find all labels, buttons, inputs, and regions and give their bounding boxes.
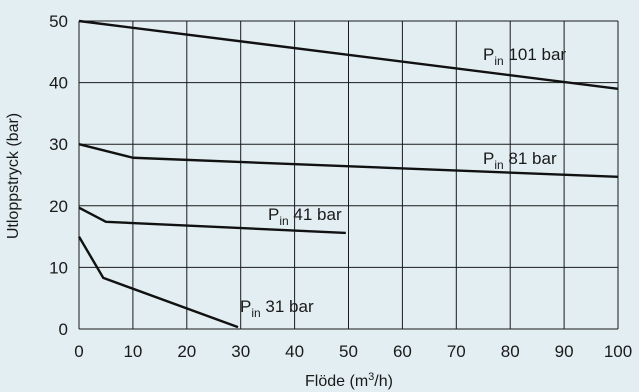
x-tick-label: 50 (339, 342, 358, 361)
x-tick-label: 100 (604, 342, 632, 361)
series-label-1: Pin 81 bar (483, 149, 557, 172)
y-tick-label: 0 (59, 320, 68, 339)
series-line-2 (78, 206, 346, 235)
series-line-3 (77, 235, 239, 329)
x-tick-label: 40 (285, 342, 304, 361)
series-lines (77, 19, 619, 329)
x-tick-label: 20 (177, 342, 196, 361)
x-tick-label: 70 (447, 342, 466, 361)
y-tick-label: 30 (49, 135, 68, 154)
series-line-0 (78, 19, 619, 90)
x-tick-label: 90 (555, 342, 574, 361)
tick-labels: 0 10 20 30 40 50 60 70 80 90 100 0 10 20 30 40 50 (49, 12, 632, 361)
x-tick-label: 30 (231, 342, 250, 361)
series-label-2: Pin 41 bar (268, 205, 342, 228)
x-tick-label: 60 (393, 342, 412, 361)
x-tick-label: 0 (74, 342, 83, 361)
x-tick-label: 80 (501, 342, 520, 361)
series-label-0: Pin 101 bar (483, 45, 566, 68)
series-line-1 (78, 143, 619, 179)
series-label-3: Pin 31 bar (240, 297, 314, 320)
x-axis-label: Flöde (m3/h) (305, 371, 393, 390)
y-axis-label: Utloppstryck (bar) (5, 113, 22, 239)
y-tick-label: 40 (49, 74, 68, 93)
y-tick-label: 20 (49, 197, 68, 216)
y-tick-label: 10 (49, 258, 68, 277)
grid (78, 20, 619, 330)
x-tick-label: 10 (123, 342, 142, 361)
y-tick-label: 50 (49, 12, 68, 31)
series-labels: Pin 101 bar Pin 81 bar Pin 41 bar Pin 31 ba… (240, 45, 566, 320)
